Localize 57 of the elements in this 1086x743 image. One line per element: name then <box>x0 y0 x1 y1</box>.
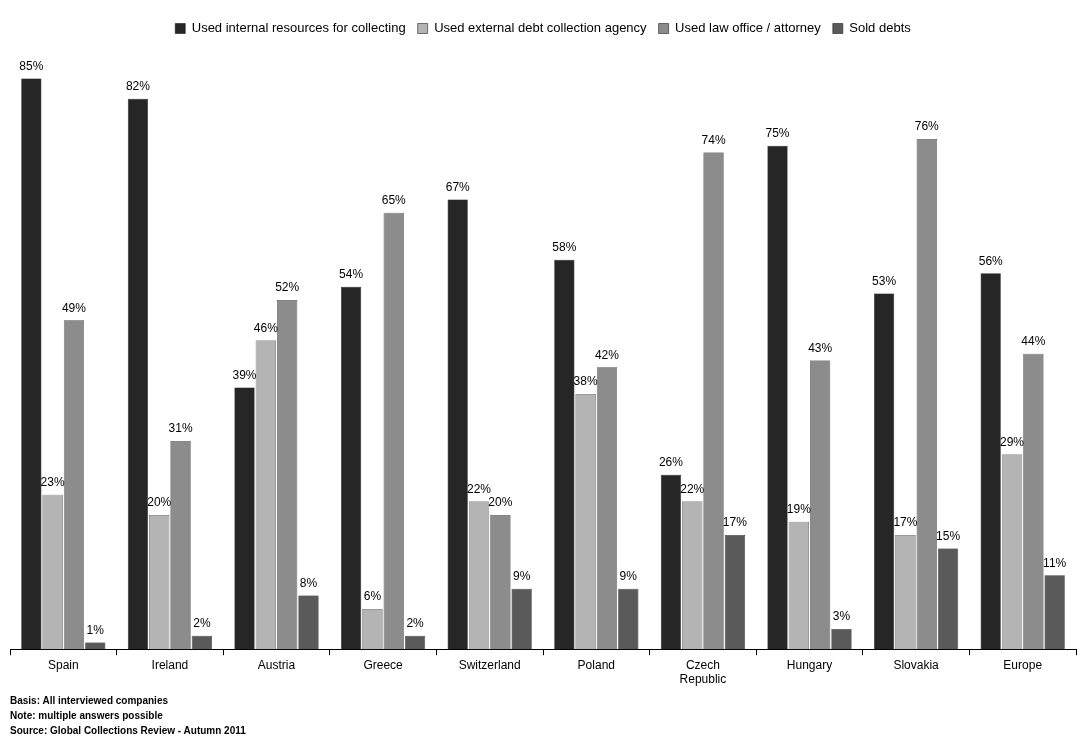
legend-label: Used external debt collection agency <box>434 20 648 36</box>
x-tick-label: Ireland <box>151 657 189 672</box>
legend-label: Used internal resources for collecting <box>191 20 406 36</box>
data-label: 49% <box>61 300 87 315</box>
data-label: 3% <box>832 609 851 624</box>
data-label: 1% <box>86 622 105 637</box>
data-label: 20% <box>488 495 513 510</box>
legend-label: Used law office / attorney <box>675 20 822 36</box>
data-label: 75% <box>765 126 790 141</box>
data-label: 38% <box>573 374 598 389</box>
data-label: 29% <box>1000 434 1025 449</box>
x-tick-label: Europe <box>1003 657 1043 672</box>
x-tick-label: Slovakia <box>893 657 940 672</box>
legend-label: Sold debts <box>849 20 912 36</box>
data-label: 76% <box>914 119 940 134</box>
data-label: 54% <box>339 266 364 281</box>
data-label: 85% <box>19 58 44 73</box>
data-label: 8% <box>299 575 318 590</box>
x-tick-label: Spain <box>47 657 79 672</box>
data-label: 74% <box>701 132 726 147</box>
text: Basis: All interviewed companies <box>10 694 170 708</box>
data-label: 22% <box>680 481 705 496</box>
data-label: 2% <box>406 616 425 631</box>
data-label: 19% <box>786 501 812 516</box>
data-label: 15% <box>936 528 961 543</box>
x-tick-label: Greece <box>363 657 404 672</box>
data-label: 9% <box>619 569 638 584</box>
data-label: 43% <box>808 340 833 355</box>
data-label: 6% <box>363 589 382 604</box>
data-label: 17% <box>722 515 748 530</box>
data-label: 9% <box>513 569 531 584</box>
data-label: 39% <box>232 367 257 382</box>
text: Note: multiple answers possible <box>10 709 164 723</box>
data-label: 44% <box>1021 334 1046 349</box>
data-label: 23% <box>40 475 65 490</box>
x-tick-label: Switzerland <box>458 657 521 672</box>
data-label: 11% <box>1043 555 1067 570</box>
data-label: 82% <box>125 79 151 94</box>
source-note: Source: Global Collections Review - Autumn 2011 <box>10 724 246 738</box>
x-tick-label: Poland <box>577 657 615 672</box>
data-label: 22% <box>467 481 492 496</box>
x-tick-label: Hungary <box>786 657 833 672</box>
data-label: 17% <box>893 515 918 530</box>
data-label: 46% <box>253 320 279 335</box>
data-label: 53% <box>872 273 897 288</box>
x-tick-label: Czech Republic <box>679 657 727 687</box>
data-label: 67% <box>445 179 471 194</box>
data-label: 26% <box>658 454 684 469</box>
data-label: 31% <box>168 421 193 436</box>
data-label: 65% <box>381 193 407 208</box>
data-label: 58% <box>552 240 577 255</box>
data-label: 2% <box>193 616 211 631</box>
data-label: 42% <box>594 347 620 362</box>
data-label: 56% <box>978 253 1004 268</box>
x-tick-label: Austria <box>257 657 296 672</box>
data-label: 20% <box>147 495 172 510</box>
data-label: 52% <box>275 280 300 295</box>
